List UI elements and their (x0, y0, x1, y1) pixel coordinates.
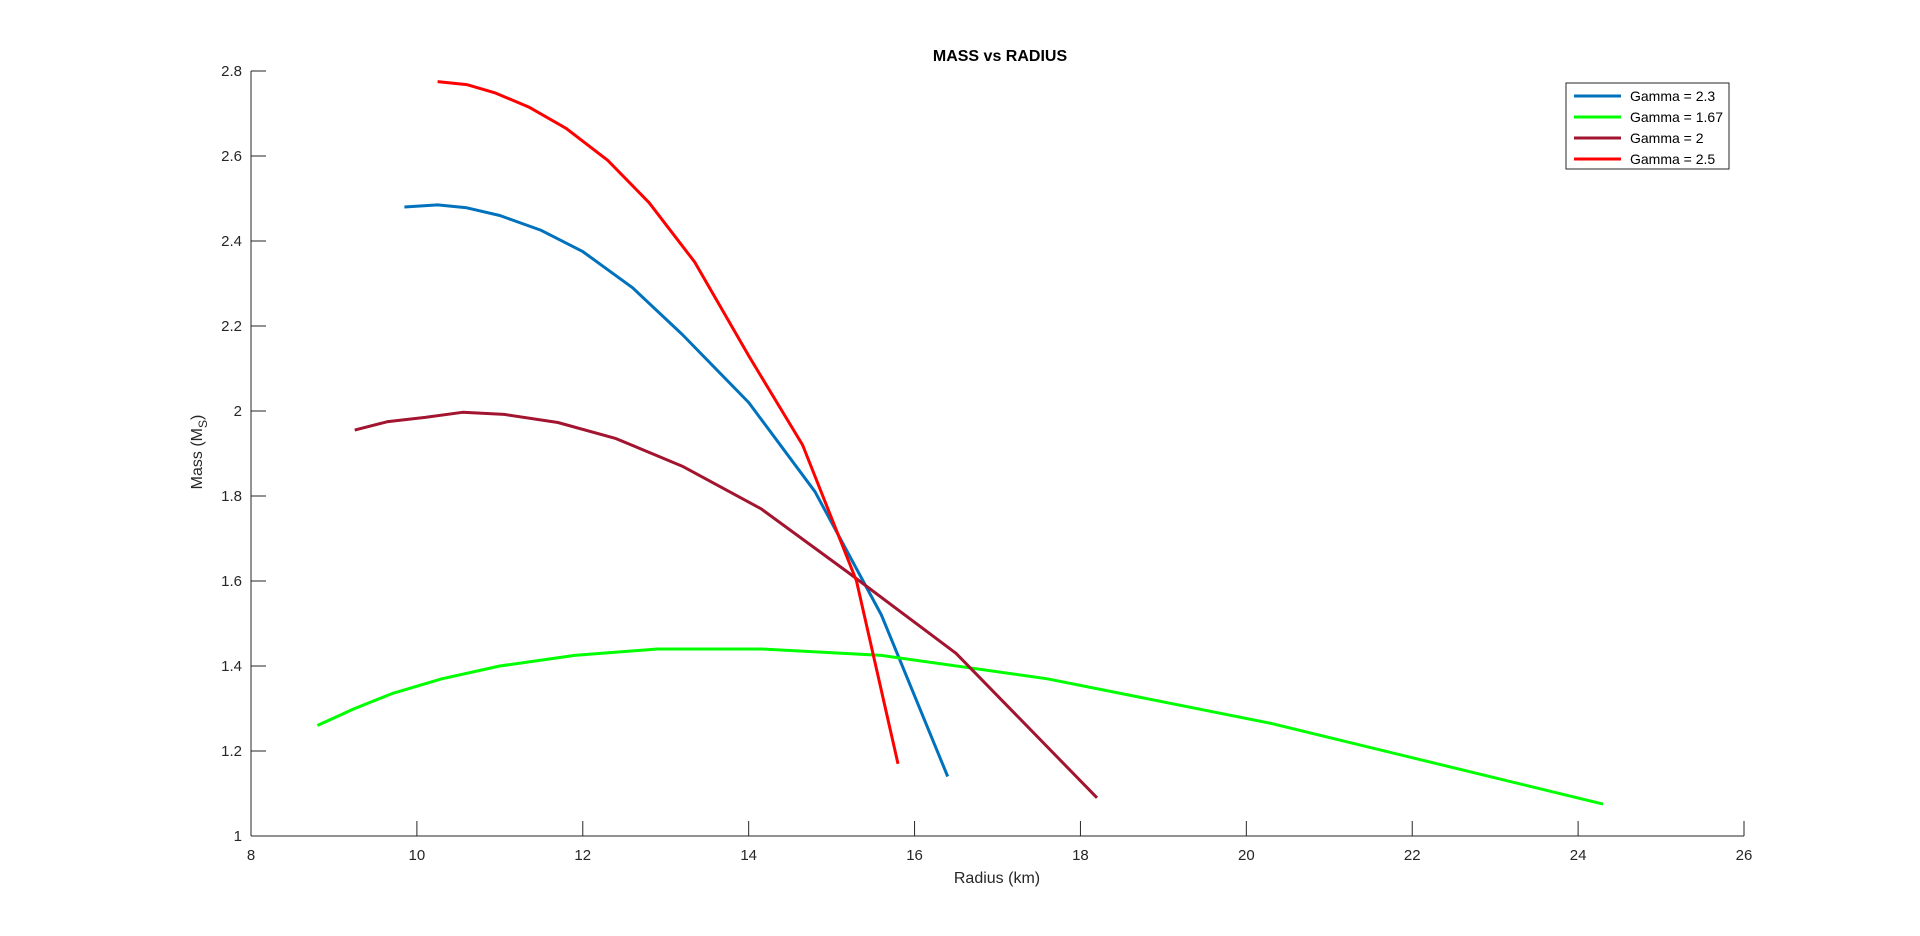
y-axis-label: Mass (MS) (189, 415, 210, 490)
legend-entry-label: Gamma = 2.5 (1630, 151, 1715, 167)
x-tick-label: 12 (574, 847, 591, 864)
legend-entry-label: Gamma = 2.3 (1630, 88, 1715, 104)
y-tick-label: 2.8 (221, 63, 242, 80)
series-line-4 (437, 80, 900, 765)
legend-entry-label: Gamma = 1.67 (1630, 109, 1723, 125)
y-tick-label: 1.2 (221, 743, 242, 760)
series-line-3 (354, 410, 1099, 799)
x-tick-label: 18 (1072, 847, 1089, 864)
y-tick-label: 2.6 (221, 148, 242, 165)
y-tick-label: 2.2 (221, 318, 242, 335)
x-tick-label: 10 (409, 847, 426, 864)
chart-title: MASS vs RADIUS (933, 48, 1068, 65)
series-lines (316, 80, 1604, 806)
x-tick-label: 26 (1736, 847, 1753, 864)
legend-entry-label: Gamma = 2 (1630, 130, 1704, 146)
y-axis-label-close: ) (189, 415, 206, 420)
y-tick-label: 1.8 (221, 488, 242, 505)
x-tick-label: 24 (1570, 847, 1587, 864)
y-ticks: 1 1.2 1.4 1.6 1.8 2 2.2 2.4 2.6 2.8 (221, 63, 266, 845)
x-axis-label: Radius (km) (954, 870, 1040, 887)
x-tick-label: 14 (740, 847, 757, 864)
x-tick-label: 8 (247, 847, 255, 864)
series-line-2 (316, 647, 1604, 806)
y-axis-label-subscript: S (196, 420, 210, 428)
legend: Gamma = 2.3 Gamma = 1.67 Gamma = 2 Gamma = … (1565, 82, 1730, 170)
y-tick-label: 2 (234, 403, 242, 420)
x-tick-label: 16 (906, 847, 923, 864)
y-tick-label: 1.4 (221, 658, 242, 675)
series-line-1 (404, 203, 950, 778)
x-tick-label: 22 (1404, 847, 1421, 864)
x-tick-label: 20 (1238, 847, 1255, 864)
axes: 8 10 12 14 16 18 20 22 24 26 1 1.2 1.4 1.6 1.8 2 2.2 2.4… (221, 63, 1752, 864)
y-tick-label: 1.6 (221, 573, 242, 590)
x-ticks: 8 10 12 14 16 18 20 22 24 26 (247, 821, 1753, 864)
y-tick-label: 2.4 (221, 233, 242, 250)
y-axis-label-main: Mass (M (189, 428, 206, 489)
y-tick-label: 1 (234, 828, 242, 845)
